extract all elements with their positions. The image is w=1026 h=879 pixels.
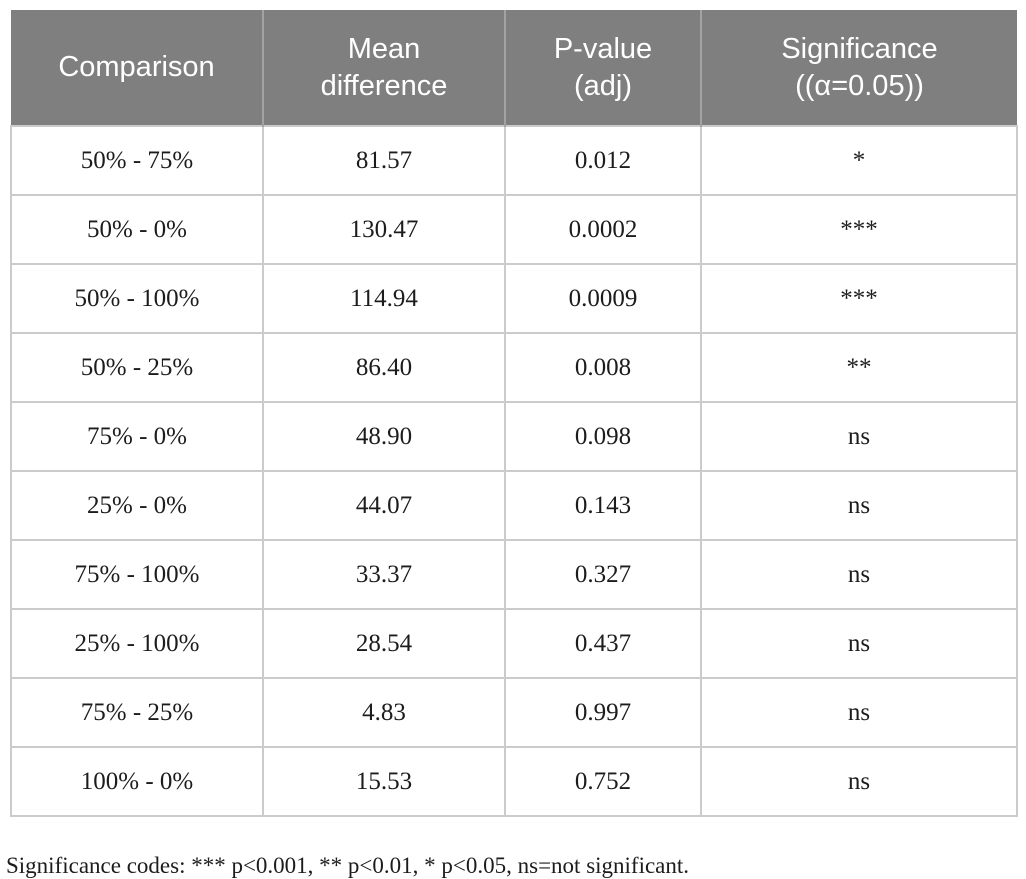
table-row: 50% - 75% 81.57 0.012 *: [10, 125, 1018, 196]
table-row: 75% - 100% 33.37 0.327 ns: [10, 539, 1018, 610]
cell-comparison: 50% - 0%: [10, 194, 264, 265]
cell-significance: ns: [700, 401, 1018, 472]
cell-p-value-adj: 0.012: [504, 125, 702, 196]
cell-mean-difference: 15.53: [262, 746, 506, 817]
cell-significance: ***: [700, 263, 1018, 334]
header-mean-difference-line2: difference: [320, 69, 448, 102]
cell-p-value-adj: 0.437: [504, 608, 702, 679]
cell-p-value-adj: 0.997: [504, 677, 702, 748]
cell-comparison: 25% - 100%: [10, 608, 264, 679]
cell-significance: ns: [700, 608, 1018, 679]
header-p-value-line2: (adj): [573, 69, 632, 102]
cell-p-value-adj: 0.0002: [504, 194, 702, 265]
table-row: 50% - 100% 114.94 0.0009 ***: [10, 263, 1018, 334]
cell-p-value-adj: 0.098: [504, 401, 702, 472]
header-significance-line2: ((α=0.05)): [795, 69, 924, 102]
cell-mean-difference: 86.40: [262, 332, 506, 403]
pairwise-comparison-table: Comparison Mean difference P-value (adj)…: [10, 10, 1018, 817]
significance-codes-footnote: Significance codes: *** p<0.001, ** p<0.…: [6, 853, 690, 878]
cell-p-value-adj: 0.327: [504, 539, 702, 610]
header-mean-difference: Mean difference: [263, 10, 506, 126]
table-header-row: Comparison Mean difference P-value (adj)…: [11, 10, 1017, 126]
cell-significance: ***: [700, 194, 1018, 265]
cell-mean-difference: 28.54: [262, 608, 506, 679]
cell-p-value-adj: 0.008: [504, 332, 702, 403]
cell-comparison: 75% - 100%: [10, 539, 264, 610]
header-significance: Significance ((α=0.05)): [701, 10, 1017, 126]
cell-comparison: 50% - 100%: [10, 263, 264, 334]
cell-p-value-adj: 0.0009: [504, 263, 702, 334]
cell-comparison: 50% - 75%: [10, 125, 264, 196]
cell-comparison: 100% - 0%: [10, 746, 264, 817]
header-p-value-adj: P-value (adj): [505, 10, 702, 126]
cell-mean-difference: 130.47: [262, 194, 506, 265]
statistics-table-container: Comparison Mean difference P-value (adj)…: [10, 10, 1018, 817]
table-row: 75% - 0% 48.90 0.098 ns: [10, 401, 1018, 472]
header-comparison: Comparison: [11, 10, 264, 126]
cell-comparison: 75% - 25%: [10, 677, 264, 748]
cell-mean-difference: 33.37: [262, 539, 506, 610]
cell-comparison: 50% - 25%: [10, 332, 264, 403]
cell-significance: *: [700, 125, 1018, 196]
table-row: 50% - 0% 130.47 0.0002 ***: [10, 194, 1018, 265]
header-p-value-line1: P-value: [553, 33, 653, 66]
cell-significance: ns: [700, 470, 1018, 541]
table-row: 25% - 0% 44.07 0.143 ns: [10, 470, 1018, 541]
cell-comparison: 75% - 0%: [10, 401, 264, 472]
cell-mean-difference: 81.57: [262, 125, 506, 196]
table-row: 75% - 25% 4.83 0.997 ns: [10, 677, 1018, 748]
header-significance-line1: Significance: [781, 33, 938, 66]
cell-mean-difference: 44.07: [262, 470, 506, 541]
cell-p-value-adj: 0.752: [504, 746, 702, 817]
table-row: 25% - 100% 28.54 0.437 ns: [10, 608, 1018, 679]
cell-mean-difference: 114.94: [262, 263, 506, 334]
table-row: 50% - 25% 86.40 0.008 **: [10, 332, 1018, 403]
header-mean-difference-line1: Mean: [347, 33, 421, 66]
header-comparison-line1: Comparison: [58, 51, 215, 84]
cell-mean-difference: 48.90: [262, 401, 506, 472]
cell-comparison: 25% - 0%: [10, 470, 264, 541]
cell-significance: ns: [700, 746, 1018, 817]
table-row: 100% - 0% 15.53 0.752 ns: [10, 746, 1018, 817]
table-body: 50% - 75% 81.57 0.012 * 50% - 0% 130.47 0.0002…: [10, 125, 1018, 817]
cell-mean-difference: 4.83: [262, 677, 506, 748]
cell-significance: **: [700, 332, 1018, 403]
cell-p-value-adj: 0.143: [504, 470, 702, 541]
cell-significance: ns: [700, 677, 1018, 748]
cell-significance: ns: [700, 539, 1018, 610]
